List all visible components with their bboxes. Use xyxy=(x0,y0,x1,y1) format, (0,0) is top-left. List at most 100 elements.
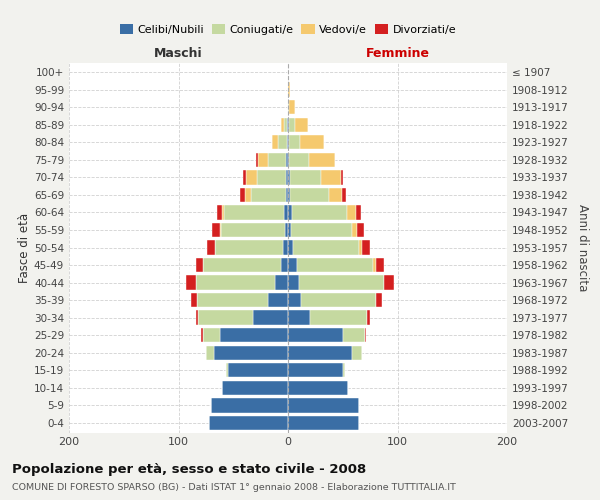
Bar xyxy=(376,293,382,308)
Bar xyxy=(287,135,288,150)
Bar xyxy=(290,188,329,202)
Bar xyxy=(288,152,289,167)
Bar xyxy=(211,398,288,412)
Bar xyxy=(288,380,348,395)
Bar xyxy=(247,170,257,184)
Bar xyxy=(362,240,370,254)
Bar xyxy=(224,205,284,220)
Bar xyxy=(341,170,343,184)
Bar xyxy=(223,380,288,395)
Bar xyxy=(288,416,359,430)
Bar xyxy=(288,328,343,342)
Bar xyxy=(288,398,359,412)
Text: Femmine: Femmine xyxy=(365,47,430,60)
Bar xyxy=(356,205,361,220)
Bar xyxy=(281,118,284,132)
Bar xyxy=(289,118,295,132)
Bar xyxy=(259,152,268,167)
Legend: Celibi/Nubili, Coniugati/e, Vedovi/e, Divorziati/e: Celibi/Nubili, Coniugati/e, Vedovi/e, Di… xyxy=(115,20,461,40)
Bar xyxy=(347,205,356,220)
Bar xyxy=(288,205,292,220)
Bar xyxy=(385,276,394,290)
Bar xyxy=(352,346,362,360)
Bar xyxy=(203,258,281,272)
Bar xyxy=(228,363,288,378)
Bar xyxy=(288,346,352,360)
Bar xyxy=(196,276,275,290)
Bar xyxy=(220,223,221,237)
Bar xyxy=(329,188,341,202)
Y-axis label: Anni di nascita: Anni di nascita xyxy=(575,204,589,291)
Bar xyxy=(288,170,290,184)
Bar xyxy=(292,205,347,220)
Bar xyxy=(251,188,286,202)
Bar xyxy=(376,258,385,272)
Bar xyxy=(240,188,245,202)
Bar xyxy=(365,328,366,342)
Bar xyxy=(209,416,288,430)
Bar xyxy=(256,152,259,167)
Bar xyxy=(310,310,367,325)
Bar xyxy=(295,118,308,132)
Bar xyxy=(202,328,203,342)
Bar xyxy=(288,310,310,325)
Bar xyxy=(293,240,359,254)
Bar xyxy=(226,363,228,378)
Bar xyxy=(207,240,215,254)
Bar xyxy=(214,346,288,360)
Bar xyxy=(223,205,224,220)
Bar xyxy=(341,188,346,202)
Bar xyxy=(289,135,300,150)
Bar xyxy=(215,240,283,254)
Bar xyxy=(288,135,289,150)
Text: COMUNE DI FORESTO SPARSO (BG) - Dati ISTAT 1° gennaio 2008 - Elaborazione TUTTIT: COMUNE DI FORESTO SPARSO (BG) - Dati IST… xyxy=(12,484,456,492)
Bar xyxy=(186,276,196,290)
Bar xyxy=(257,170,286,184)
Bar xyxy=(285,223,288,237)
Bar xyxy=(288,240,293,254)
Bar xyxy=(288,82,290,97)
Bar xyxy=(343,363,345,378)
Bar xyxy=(284,205,288,220)
Bar xyxy=(288,258,297,272)
Bar xyxy=(206,346,214,360)
Bar xyxy=(268,152,286,167)
Bar xyxy=(245,188,251,202)
Bar xyxy=(352,223,357,237)
Bar xyxy=(221,223,285,237)
Bar xyxy=(286,152,288,167)
Bar xyxy=(288,118,289,132)
Text: Maschi: Maschi xyxy=(154,47,203,60)
Bar xyxy=(243,170,247,184)
Bar xyxy=(191,293,197,308)
Bar xyxy=(203,328,220,342)
Bar xyxy=(290,170,321,184)
Bar xyxy=(301,293,376,308)
Bar xyxy=(300,135,324,150)
Bar xyxy=(275,276,288,290)
Bar xyxy=(288,223,291,237)
Bar xyxy=(196,310,198,325)
Bar xyxy=(289,152,309,167)
Bar xyxy=(197,293,268,308)
Bar xyxy=(309,152,335,167)
Bar xyxy=(268,293,288,308)
Bar xyxy=(288,100,289,114)
Bar xyxy=(198,310,253,325)
Bar xyxy=(321,170,341,184)
Bar xyxy=(288,363,343,378)
Bar xyxy=(288,276,299,290)
Bar xyxy=(212,223,220,237)
Bar xyxy=(281,258,288,272)
Bar xyxy=(367,310,370,325)
Bar xyxy=(286,188,288,202)
Bar xyxy=(288,293,301,308)
Text: Popolazione per età, sesso e stato civile - 2008: Popolazione per età, sesso e stato civil… xyxy=(12,462,366,475)
Bar xyxy=(196,258,203,272)
Bar xyxy=(357,223,364,237)
Y-axis label: Fasce di età: Fasce di età xyxy=(18,212,31,282)
Bar xyxy=(284,118,287,132)
Bar xyxy=(220,328,288,342)
Bar xyxy=(286,170,288,184)
Bar xyxy=(289,100,295,114)
